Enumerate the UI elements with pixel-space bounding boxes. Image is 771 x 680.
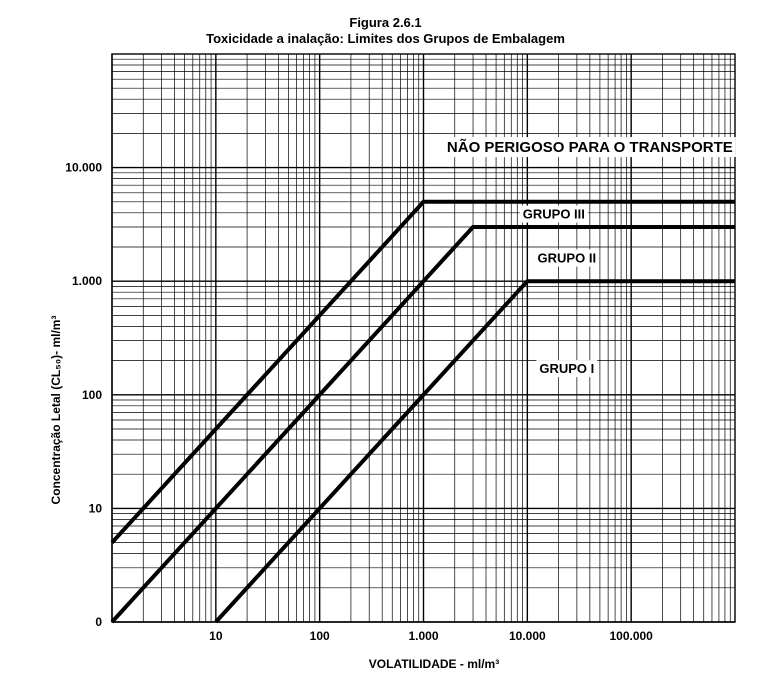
boundary-line-1 — [110, 199, 735, 544]
region-label: GRUPO II — [538, 251, 597, 266]
region-label: GRUPO I — [539, 361, 594, 376]
chart-subtitle: Toxicidade a inalação: Limites dos Grupo… — [206, 31, 565, 46]
y-tick-label: 10 — [89, 501, 103, 515]
region-label-background — [443, 137, 736, 158]
annotation-layer: NÃO PERIGOSO PARA O TRANSPORTE GRUPO III G… — [443, 137, 736, 378]
y-tick-label: 1.000 — [72, 274, 102, 288]
plot-border — [111, 53, 736, 623]
chart-title: Figura 2.6.1 — [349, 15, 422, 30]
region-label-background — [519, 205, 588, 223]
y-tick-label: 100 — [82, 388, 102, 402]
x-tick-label: 10.000 — [509, 629, 546, 643]
region-label: NÃO PERIGOSO PARA O TRANSPORTE — [447, 138, 733, 156]
region-label: GRUPO III — [523, 207, 585, 222]
y-tick-label: 0 — [95, 615, 102, 629]
grid — [111, 53, 736, 623]
tick-layer: 10 100 1.000 10.000 100.000 0 10 100 1.000 10.000 — [65, 161, 653, 643]
y-axis-label: Concentração Letal (CL₅₀)- ml/m³ — [49, 316, 63, 505]
x-tick-label: 10 — [209, 629, 223, 643]
boundary-line-3 — [214, 279, 735, 624]
x-tick-label: 100.000 — [609, 629, 653, 643]
boundary-line-2 — [110, 225, 735, 624]
y-tick-label: 10.000 — [65, 161, 102, 175]
x-tick-label: 1.000 — [408, 629, 438, 643]
series-layer — [110, 199, 735, 624]
x-axis-label: VOLATILIDADE - ml/m³ — [369, 657, 499, 671]
region-label-background — [536, 360, 598, 378]
x-tick-label: 100 — [310, 629, 330, 643]
region-label-background — [534, 249, 600, 267]
